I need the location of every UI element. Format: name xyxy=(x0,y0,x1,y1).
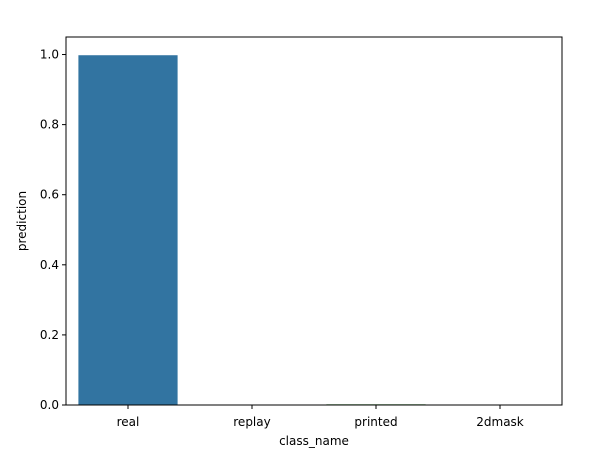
y-axis-label: prediction xyxy=(15,191,29,251)
y-tick-label: 0.0 xyxy=(40,398,59,412)
x-tick-label: real xyxy=(117,415,140,429)
x-axis: real replay printed 2dmask xyxy=(117,405,524,429)
bar-real xyxy=(78,55,178,405)
x-tick-label: replay xyxy=(233,415,270,429)
y-tick-label: 0.6 xyxy=(40,188,59,202)
y-tick-label: 0.2 xyxy=(40,328,59,342)
y-tick-label: 0.4 xyxy=(40,258,59,272)
x-tick-label: printed xyxy=(354,415,397,429)
y-tick-label: 0.8 xyxy=(40,118,59,132)
plot-frame xyxy=(65,36,563,406)
x-tick-label: 2dmask xyxy=(476,415,524,429)
y-axis: 0.0 0.2 0.4 0.6 0.8 1.0 xyxy=(40,48,66,412)
x-axis-label: class_name xyxy=(279,434,349,448)
y-tick-label: 1.0 xyxy=(40,48,59,62)
bars xyxy=(78,55,426,406)
